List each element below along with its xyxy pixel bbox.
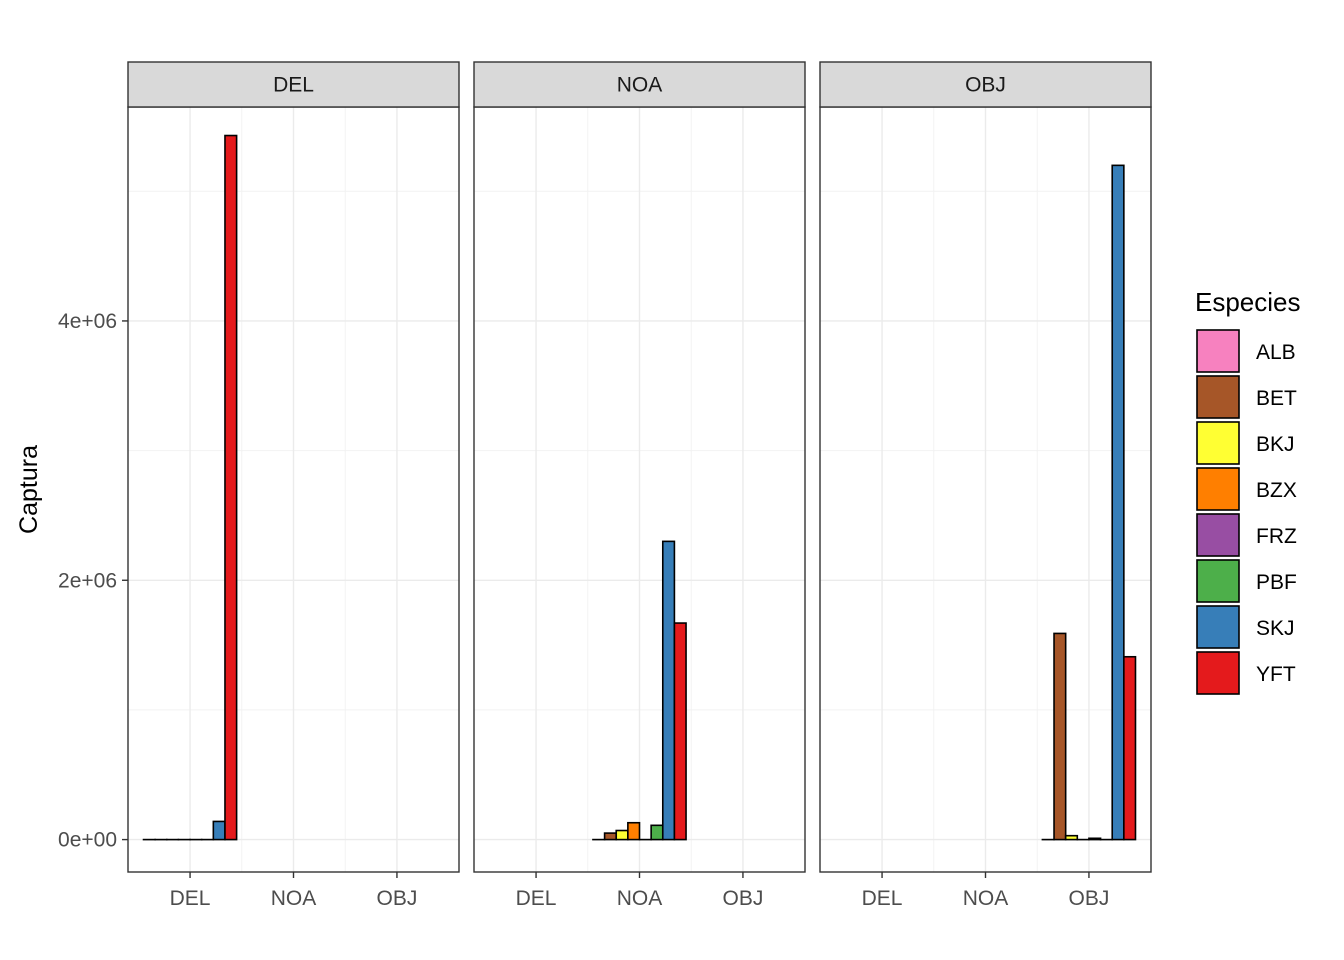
legend-label-alb: ALB — [1256, 341, 1296, 364]
y-axis: 0e+00 2e+06 4e+06 — [58, 310, 128, 852]
legend-label-bet: BET — [1256, 387, 1297, 410]
legend-key-bkj — [1196, 421, 1240, 465]
bar-noa-bkj — [615, 829, 629, 841]
facet-panel-noa: NOA DEL NOA OBJ — [473, 61, 806, 910]
bar-noa-skj — [661, 540, 676, 841]
legend-label-pbf: PBF — [1256, 571, 1297, 594]
bar-obj-skj — [1111, 164, 1125, 841]
facet-strip-label: NOA — [617, 74, 663, 97]
bar-noa-yft — [673, 622, 687, 841]
facet-strip-label: OBJ — [965, 74, 1006, 97]
legend-key-alb — [1196, 329, 1240, 373]
bar-noa-bzx — [627, 821, 641, 841]
legend-label-bkj: BKJ — [1256, 433, 1295, 456]
x-tick-label: DEL — [170, 887, 211, 910]
legend-key-frz — [1196, 513, 1240, 557]
x-tick-label: NOA — [617, 887, 663, 910]
facet-strip — [127, 61, 460, 108]
bar-noa-pbf — [650, 824, 664, 841]
legend-key-bzx — [1196, 467, 1240, 511]
bar-obj-bkj — [1064, 834, 1079, 841]
bar-del-yft — [224, 134, 238, 841]
x-tick-label: OBJ — [723, 887, 764, 910]
facet-strip — [819, 61, 1152, 108]
legend-label-frz: FRZ — [1256, 525, 1297, 548]
facet-panels: DEL DEL NOA OBJ NOA DEL NOA OBJ OBJ DEL NOA OBJ — [127, 61, 1152, 910]
x-tick-label: NOA — [271, 887, 317, 910]
legend-key-yft — [1196, 651, 1240, 695]
bar-obj-yft — [1123, 655, 1137, 841]
facet-panel-obj: OBJ DEL NOA OBJ — [819, 61, 1152, 910]
bar-del-skj — [212, 820, 226, 841]
facet-panel-del: DEL DEL NOA OBJ — [127, 61, 460, 910]
y-axis-title: Captura — [15, 445, 43, 534]
legend-key-skj — [1196, 605, 1240, 649]
y-tick-label: 2e+06 — [58, 569, 117, 592]
facet-strip-label: DEL — [273, 74, 314, 97]
bar-noa-bet — [603, 832, 618, 841]
x-tick-label: DEL — [516, 887, 557, 910]
y-tick-label: 4e+06 — [58, 310, 117, 333]
legend-label-yft: YFT — [1256, 663, 1296, 686]
facet-strip — [473, 61, 806, 108]
legend: Especies ALB BET BKJ BZX FRZ PBF SKJ YFT — [1195, 287, 1301, 695]
legend-title: Especies — [1195, 287, 1301, 317]
x-tick-label: DEL — [862, 887, 903, 910]
legend-label-bzx: BZX — [1256, 479, 1297, 502]
legend-key-bet — [1196, 375, 1240, 419]
bar-obj-bet — [1053, 632, 1067, 841]
legend-key-pbf — [1196, 559, 1240, 603]
x-tick-label: OBJ — [377, 887, 418, 910]
x-tick-label: OBJ — [1069, 887, 1110, 910]
bar-obj-frz — [1088, 837, 1102, 841]
legend-label-skj: SKJ — [1256, 617, 1295, 640]
y-tick-label: 0e+00 — [58, 829, 117, 852]
x-tick-label: NOA — [963, 887, 1009, 910]
